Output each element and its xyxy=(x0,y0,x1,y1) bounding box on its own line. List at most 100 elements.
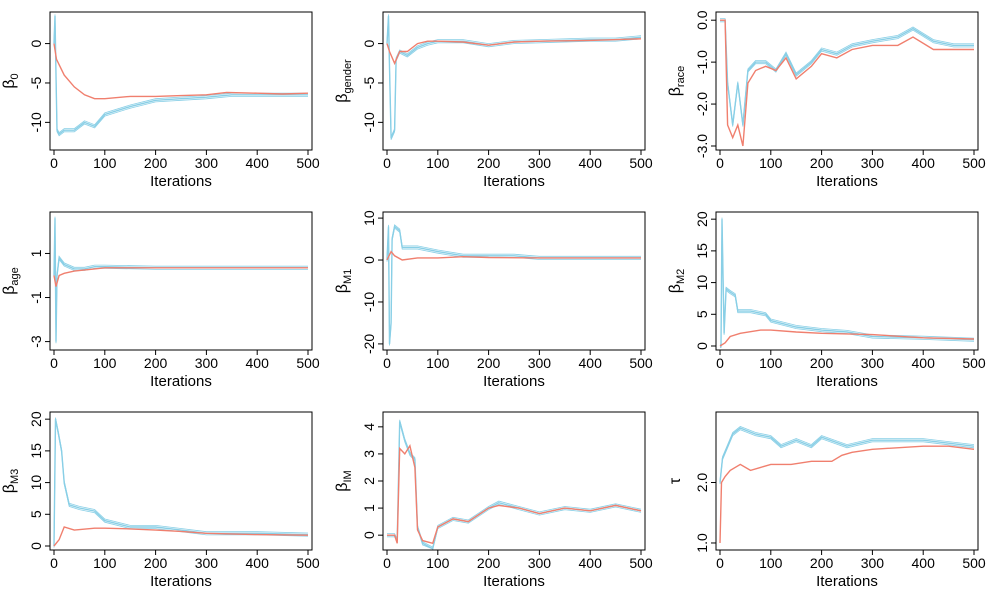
y-axis-label: βM3 xyxy=(1,469,21,493)
y-axis-subscript: M2 xyxy=(675,269,687,284)
series-red-line xyxy=(719,329,975,347)
x-tick-label: 0 xyxy=(383,555,391,571)
y-tick-label: 20 xyxy=(694,211,710,227)
y-tick-label: 0.0 xyxy=(694,10,710,30)
x-tick-label: 400 xyxy=(579,555,603,571)
x-axis-label: Iterations xyxy=(150,373,212,390)
y-axis-symbol: τ xyxy=(667,477,684,484)
y-tick-label: 5 xyxy=(694,310,710,318)
series-blue-line-0 xyxy=(720,217,975,345)
series-blue-line-0 xyxy=(386,224,641,343)
y-axis-symbol: β xyxy=(334,94,351,103)
series-blue-line-0 xyxy=(720,18,974,124)
x-axis-label: Iterations xyxy=(483,373,545,390)
y-axis-symbol: β xyxy=(1,79,18,88)
y-tick-label: 5 xyxy=(28,510,44,518)
plot-frame xyxy=(715,211,979,351)
y-axis-symbol: β xyxy=(334,284,351,293)
y-tick-label: 2.0 xyxy=(694,473,710,493)
series-blue-line-1 xyxy=(386,15,642,139)
series-red-line xyxy=(719,445,975,544)
x-tick-label: 500 xyxy=(296,155,320,171)
panel-bgender: 0 100 200 300 400 500 0 -5 -10 Iterations βgender xyxy=(333,0,666,200)
y-tick-label: -10 xyxy=(361,292,377,312)
series-blue-line-0 xyxy=(387,419,642,548)
x-tick-label: 500 xyxy=(629,555,653,571)
x-tick-label: 300 xyxy=(528,155,552,171)
y-axis-subscript: 0 xyxy=(9,73,21,79)
panel-bm3: 0 100 200 300 400 500 0 5 10 15 20 Iterations βM3 xyxy=(0,400,333,600)
panel-bm2: 0 100 200 300 400 500 0 5 10 15 20 Iterations βM2 xyxy=(666,200,999,400)
y-axis-label: βIM xyxy=(334,470,354,491)
x-tick-label: 0 xyxy=(716,355,724,371)
x-tick-label: 100 xyxy=(759,355,783,371)
x-tick-label: 300 xyxy=(195,355,219,371)
x-tick-label: 0 xyxy=(50,155,58,171)
y-tick-label: 15 xyxy=(694,243,710,259)
x-tick-label: 400 xyxy=(246,155,270,171)
y-tick-label: 4 xyxy=(361,423,377,431)
x-tick-label: 100 xyxy=(426,155,450,171)
y-axis-symbol: β xyxy=(334,483,351,492)
x-axis-label: Iterations xyxy=(816,173,878,190)
x-axis-label: Iterations xyxy=(483,173,545,190)
x-tick-label: 300 xyxy=(861,555,885,571)
x-axis-label: Iterations xyxy=(816,373,878,390)
series-blue-line-2 xyxy=(53,17,308,137)
series-blue-line-0 xyxy=(53,216,308,341)
y-tick-label: -3 xyxy=(28,335,44,348)
series-blue-line-2 xyxy=(386,227,641,346)
x-tick-label: 200 xyxy=(477,355,501,371)
x-tick-label: 300 xyxy=(195,555,219,571)
plot-frame xyxy=(49,411,313,551)
x-tick-label: 200 xyxy=(810,555,834,571)
x-tick-label: 400 xyxy=(246,555,270,571)
y-tick-label: -5 xyxy=(28,77,44,90)
x-tick-label: 200 xyxy=(477,155,501,171)
x-tick-label: 300 xyxy=(528,555,552,571)
y-tick-label: 1 xyxy=(361,504,377,512)
x-axis-label: Iterations xyxy=(483,573,545,590)
y-tick-label: 3 xyxy=(361,450,377,458)
x-tick-label: 300 xyxy=(528,355,552,371)
x-tick-label: 200 xyxy=(144,555,168,571)
series-red-line xyxy=(720,19,974,147)
plot-frame xyxy=(382,11,646,151)
x-tick-label: 100 xyxy=(93,355,117,371)
x-tick-label: 400 xyxy=(912,555,936,571)
x-tick-label: 200 xyxy=(810,355,834,371)
y-axis-symbol: β xyxy=(1,286,18,295)
y-axis-label: τ xyxy=(667,477,684,484)
series-blue-line-1 xyxy=(387,421,642,550)
y-tick-label: -1 xyxy=(28,291,44,304)
x-tick-label: 500 xyxy=(629,155,653,171)
x-axis-label: Iterations xyxy=(150,573,212,590)
x-tick-label: 300 xyxy=(861,355,885,371)
y-tick-label: -10 xyxy=(361,112,377,132)
series-blue-line-2 xyxy=(720,220,975,348)
y-tick-label: 15 xyxy=(28,443,44,459)
x-tick-label: 100 xyxy=(426,555,450,571)
chart-brace: 0 100 200 300 400 500 0.0 -1.0 -2.0 -3.0 Iteration… xyxy=(667,10,986,190)
y-axis-subscript: gender xyxy=(342,59,354,94)
y-axis-subscript: M1 xyxy=(342,269,354,284)
series-blue-line-1 xyxy=(53,15,308,136)
y-tick-label: 0 xyxy=(361,256,377,264)
x-tick-label: 0 xyxy=(50,555,58,571)
y-axis-symbol: β xyxy=(667,87,684,96)
y-tick-label: -20 xyxy=(361,334,377,354)
y-tick-label: 1.0 xyxy=(694,533,710,553)
y-tick-label: 0 xyxy=(694,342,710,350)
series-blue-line-2 xyxy=(53,219,308,344)
x-tick-label: 200 xyxy=(144,355,168,371)
y-tick-label: 20 xyxy=(28,411,44,427)
plot-frame xyxy=(49,211,313,351)
x-tick-label: 100 xyxy=(93,155,117,171)
y-tick-label: 10 xyxy=(28,475,44,491)
plot-frame xyxy=(382,411,646,551)
series-red-line xyxy=(53,267,308,287)
series-blue-line-0 xyxy=(386,14,642,137)
y-tick-label: -1.0 xyxy=(694,50,710,74)
y-tick-label: -10 xyxy=(28,112,44,132)
